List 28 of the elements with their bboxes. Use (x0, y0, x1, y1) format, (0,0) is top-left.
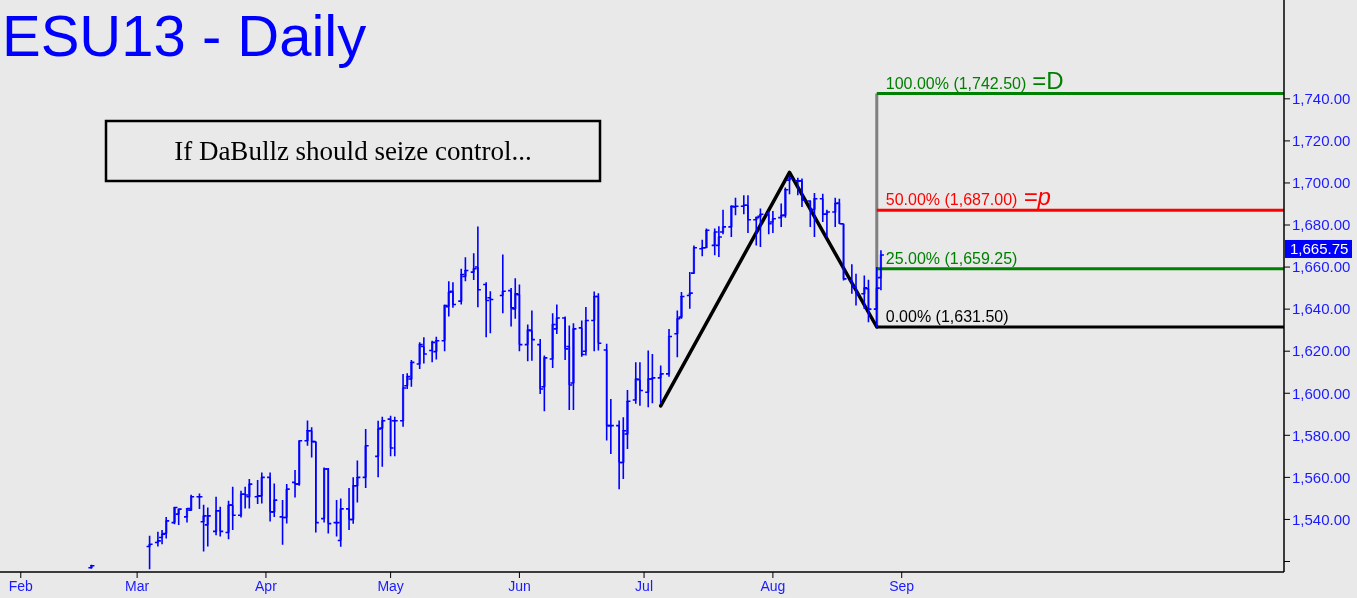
y-tick-label: 1,640.00 (1292, 300, 1351, 318)
x-tick-label: Sep (889, 578, 915, 594)
annotation: If DaBullz should seize control... (174, 136, 532, 167)
y-tick-label: 1,740.00 (1292, 90, 1351, 108)
y-tick-label: 1,660.00 (1292, 258, 1351, 276)
y-tick-label: 1,620.00 (1292, 342, 1351, 360)
x-tick-label: Feb (8, 578, 34, 594)
x-tick-label: Aug (760, 578, 786, 594)
text: 1,665.75 (1290, 240, 1349, 258)
x-tick-label: Jun (508, 578, 531, 594)
y-tick-label: 1,560.00 (1292, 468, 1351, 486)
y-tick-label: 1,580.00 (1292, 426, 1351, 444)
annotation: =D (1032, 66, 1064, 94)
x-tick-label: Jul (635, 578, 654, 594)
x-tick-label: Apr (255, 578, 278, 594)
chart-title: ESU13 - Daily (2, 3, 367, 68)
y-tick-label: 1,600.00 (1292, 384, 1351, 402)
y-tick-label: 1,700.00 (1292, 174, 1351, 192)
ref-line-label: 50.00% (1,687.00) (885, 191, 1018, 209)
ref-line-label: 0.00% (1,631.50) (885, 308, 1009, 326)
annotation: =p (1023, 183, 1051, 211)
y-tick-label: 1,720.00 (1292, 132, 1351, 150)
y-tick-label: 1,680.00 (1292, 216, 1351, 234)
ref-line-label: 100.00% (1,742.50) (885, 74, 1027, 92)
y-tick-label: 1,540.00 (1292, 510, 1351, 528)
x-tick-label: Mar (125, 578, 150, 594)
x-tick-label: May (377, 578, 404, 594)
ref-line-label: 25.00% (1,659.25) (885, 249, 1018, 267)
